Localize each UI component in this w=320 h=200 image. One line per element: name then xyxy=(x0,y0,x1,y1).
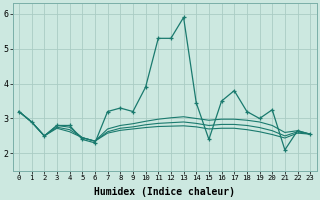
X-axis label: Humidex (Indice chaleur): Humidex (Indice chaleur) xyxy=(94,186,235,197)
